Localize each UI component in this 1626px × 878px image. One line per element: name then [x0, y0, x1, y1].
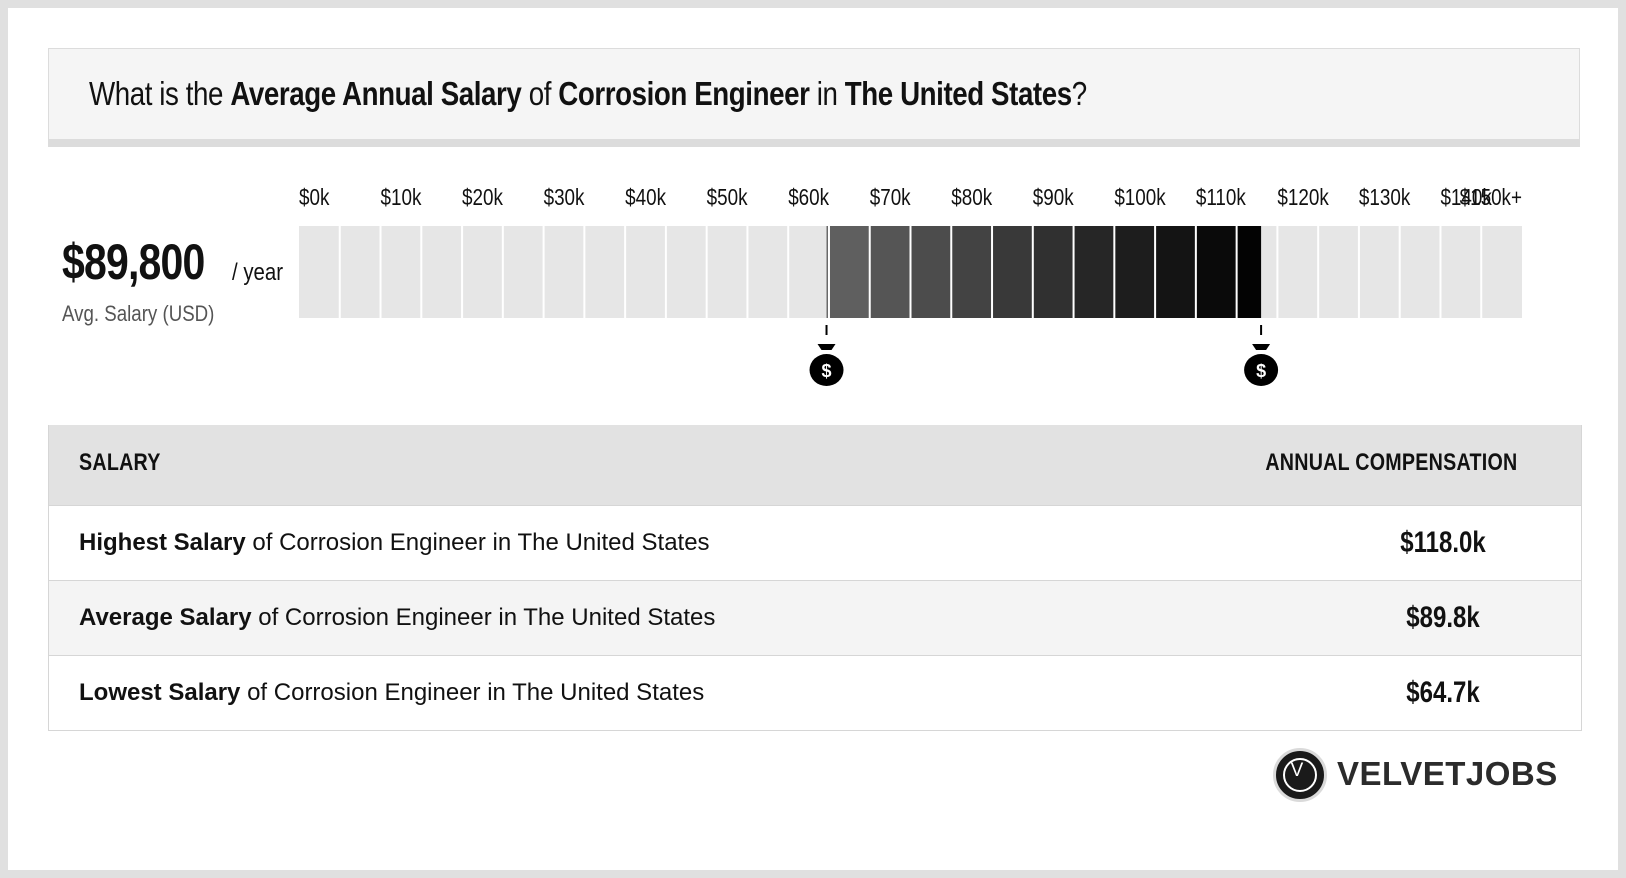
row-value: $89.8k [1406, 601, 1480, 634]
row-label: Lowest Salary of Corrosion Engineer in T… [79, 679, 705, 706]
bar-segment [1318, 226, 1359, 318]
bar-segment [299, 226, 340, 318]
tick-label: $110k [1196, 185, 1246, 210]
tick-label: $140k [1440, 185, 1492, 210]
range-segment [1155, 226, 1196, 318]
range-segment [1236, 226, 1262, 318]
salary-range-chart: $0k $10k $20k $30k $40k $50k $60k $70k $80k $90k $… [299, 185, 1522, 386]
range-segment [1114, 226, 1156, 318]
dollar-sign: $ [822, 361, 832, 381]
bar-segment [1440, 226, 1482, 318]
bar-segment [462, 226, 503, 318]
range-segment [826, 226, 829, 318]
range-segment [1032, 226, 1074, 318]
logo-wordmark: VELVETJOBS [1337, 755, 1558, 792]
row-value: $118.0k [1400, 526, 1486, 559]
bag-neck [1252, 344, 1271, 350]
bar-segment [339, 226, 381, 318]
tick-label: $20k [462, 185, 503, 210]
bar-segment [1481, 226, 1522, 318]
row-label: Average Salary of Corrosion Engineer in … [79, 604, 716, 631]
logo-initial: V [1290, 760, 1304, 781]
tick-label: $150k+ [1460, 185, 1522, 210]
velvetjobs-logo[interactable]: V VELVETJOBS [1273, 746, 1557, 802]
bar-segment [706, 226, 748, 318]
salary-column-header: SALARY [79, 449, 161, 476]
tick-label: $70k [870, 185, 911, 210]
bag-neck [817, 344, 836, 350]
tick-label: $50k [707, 185, 748, 210]
dollar-sign: $ [1256, 361, 1266, 381]
tick-label: $0k [299, 185, 330, 210]
salary-card: What is the Average Annual Salary of Cor… [8, 8, 1618, 870]
money-bag-icon: $ [809, 325, 844, 386]
table-row-highest: Highest Salary of Corrosion Engineer in … [49, 505, 1581, 580]
average-salary-unit: / year [232, 259, 284, 286]
logo-badge [1273, 748, 1327, 802]
bag-body [1244, 354, 1279, 386]
range-segment [910, 226, 952, 318]
tick-label: $80k [951, 185, 992, 210]
bar-segment [747, 226, 789, 318]
range-segment [828, 226, 870, 318]
table-row-lowest: Lowest Salary of Corrosion Engineer in T… [49, 655, 1581, 730]
average-salary-value: $89,800 [62, 234, 205, 290]
tick-label: $100k [1114, 185, 1166, 210]
tick-label: $10k [381, 185, 422, 210]
bar-segment [380, 226, 422, 318]
tick-label: $30k [544, 185, 585, 210]
average-salary: $89,800 / year [62, 233, 283, 291]
tick-label: $90k [1033, 185, 1074, 210]
page-title: What is the Average Annual Salary of Cor… [89, 75, 1087, 112]
range-segment [992, 226, 1033, 318]
compensation-column-header: ANNUAL COMPENSATION [1264, 449, 1517, 476]
bar-segment [543, 226, 585, 318]
bar-segment [502, 226, 544, 318]
range-segment [1073, 226, 1115, 318]
salary-table: SALARY ANNUAL COMPENSATION Highest Salar… [48, 425, 1582, 731]
bar-segment [1358, 226, 1400, 318]
bar-segment [584, 226, 626, 318]
bar-segment [421, 226, 463, 318]
range-segment [951, 226, 993, 318]
tick-label: $120k [1277, 185, 1329, 210]
bag-body [809, 354, 844, 386]
money-bag-icon: $ [1244, 325, 1279, 386]
range-segment [869, 226, 911, 318]
tick-label: $40k [625, 185, 666, 210]
tick-label: $130k [1359, 185, 1411, 210]
range-segment [1195, 226, 1237, 318]
table-row-average: Average Salary of Corrosion Engineer in … [49, 580, 1581, 655]
bar-segment [1277, 226, 1319, 318]
bar-segment [788, 226, 829, 318]
row-value: $64.7k [1406, 676, 1480, 709]
table-header: SALARY ANNUAL COMPENSATION [49, 425, 1581, 505]
tick-label: $60k [788, 185, 829, 210]
average-salary-label: Avg. Salary (USD) [62, 301, 215, 326]
row-label: Highest Salary of Corrosion Engineer in … [79, 529, 710, 556]
title-box: What is the Average Annual Salary of Cor… [48, 48, 1580, 147]
bar-segment [625, 226, 666, 318]
bar-segment [1399, 226, 1441, 318]
bar-segment [665, 226, 707, 318]
